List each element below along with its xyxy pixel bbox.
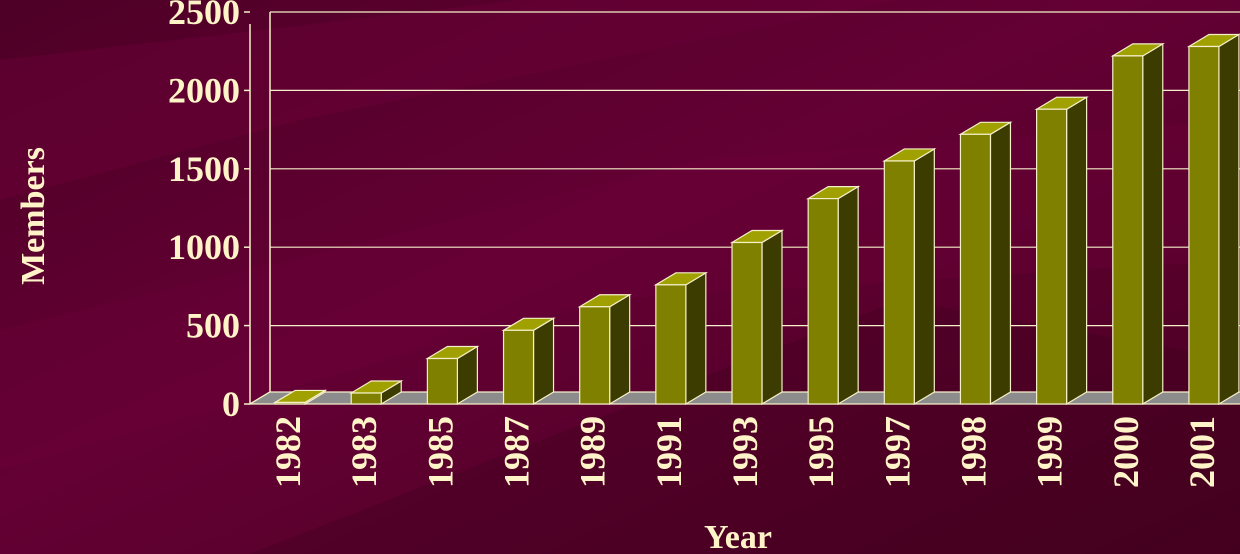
bar-front [502, 329, 535, 405]
x-tick-label: 1999 [1030, 416, 1070, 488]
bar-front [274, 401, 306, 405]
x-tick-label: 1982 [268, 416, 308, 488]
bar-front [1188, 45, 1220, 405]
y-tick-label: 1000 [168, 227, 240, 267]
x-tick-label: 1985 [420, 416, 460, 488]
bar [1110, 42, 1165, 406]
x-tick-label: 1998 [953, 416, 993, 488]
x-tick-label: 2000 [1106, 416, 1146, 488]
bar-side [989, 121, 1012, 406]
bar [349, 379, 404, 406]
x-tick-label: 1983 [344, 416, 384, 488]
background-swoosh [0, 0, 900, 200]
bar-front [959, 133, 992, 405]
bar-side [1218, 33, 1240, 406]
bar-front [1036, 108, 1068, 405]
y-tick-label: 1500 [168, 149, 240, 189]
bar [577, 293, 632, 406]
bars [272, 33, 1240, 406]
x-axis-label: Year [704, 519, 772, 554]
bar [1186, 33, 1240, 406]
bar-side [1066, 96, 1088, 406]
bar-front [1112, 55, 1144, 405]
x-tick-label: 2001 [1182, 416, 1222, 488]
bar [958, 121, 1013, 406]
bar-front [883, 160, 915, 405]
bar-front [579, 306, 611, 405]
bar [653, 271, 709, 406]
bar-front [426, 357, 458, 405]
bar [425, 345, 480, 406]
bar-side [837, 185, 859, 406]
y-tick-label: 2500 [168, 0, 240, 32]
bar-side [685, 271, 707, 406]
x-tick-label: 1991 [649, 416, 689, 488]
bar-front [350, 392, 382, 405]
x-tick-label: 1989 [573, 416, 613, 488]
y-tick-label: 0 [222, 384, 240, 424]
bar [1034, 96, 1089, 406]
x-tick-labels: 1982 1983 1985 1987 1989 1991 1993 1995 1997 1998… [268, 416, 1222, 488]
bar-side [761, 229, 783, 406]
x-tick-label: 1987 [497, 416, 537, 488]
bar [501, 317, 556, 406]
bar-front [731, 241, 763, 405]
x-tick-label: 1993 [725, 416, 765, 488]
bar-side [609, 293, 631, 406]
y-tick-labels: 0 500 1000 1500 2000 2500 [168, 0, 240, 424]
bar-front [655, 284, 687, 405]
bar [272, 389, 328, 406]
bar-side [532, 317, 555, 406]
bar [805, 185, 861, 406]
x-tick-label: 1995 [801, 416, 841, 488]
x-tick-label: 1997 [877, 416, 917, 488]
bar-side [913, 147, 935, 406]
y-tick-label: 2000 [168, 70, 240, 110]
y-tick-label: 500 [186, 306, 240, 346]
y-axis-label: Members [15, 147, 52, 285]
bar-front [807, 197, 839, 405]
bar-side [1142, 42, 1164, 406]
bar [882, 147, 937, 406]
bar [729, 229, 785, 406]
